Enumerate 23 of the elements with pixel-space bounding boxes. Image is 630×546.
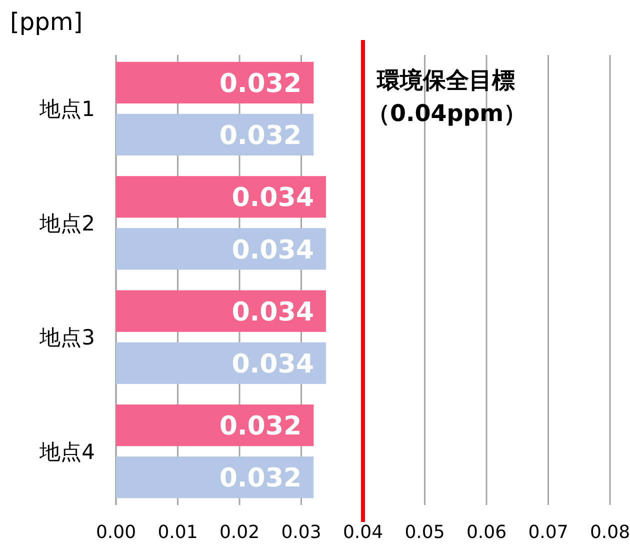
x-tick-label: 0.00 bbox=[96, 522, 136, 543]
y-tick-label: 地点2 bbox=[38, 211, 95, 236]
data-label: 0.032 bbox=[219, 121, 302, 152]
data-label: 0.032 bbox=[219, 412, 302, 442]
x-tick-label: 0.06 bbox=[466, 522, 507, 543]
y-tick-label: 地点4 bbox=[38, 440, 95, 464]
data-label: 0.034 bbox=[232, 183, 314, 214]
data-label: 0.034 bbox=[232, 349, 314, 380]
x-tick-label: 0.01 bbox=[158, 522, 198, 543]
data-label: 0.032 bbox=[219, 464, 302, 494]
x-tick-label: 0.03 bbox=[281, 522, 322, 543]
data-label: 0.034 bbox=[232, 235, 314, 266]
data-label: 0.032 bbox=[219, 69, 302, 100]
x-tick-label: 0.02 bbox=[219, 522, 260, 543]
ref-line-label: 環境保全目標（0.04ppm） bbox=[367, 67, 527, 127]
x-tick-label: 0.07 bbox=[528, 522, 568, 543]
x-tick-label: 0.08 bbox=[590, 522, 630, 543]
x-tick-label: 0.04 bbox=[342, 522, 384, 543]
y-tick-label: 地点1 bbox=[38, 97, 95, 122]
data-label: 0.034 bbox=[232, 297, 314, 328]
x-tick-label: 0.05 bbox=[404, 522, 445, 543]
x-axis-title: [ppm] bbox=[10, 8, 83, 36]
y-tick-label: 地点3 bbox=[38, 326, 95, 350]
